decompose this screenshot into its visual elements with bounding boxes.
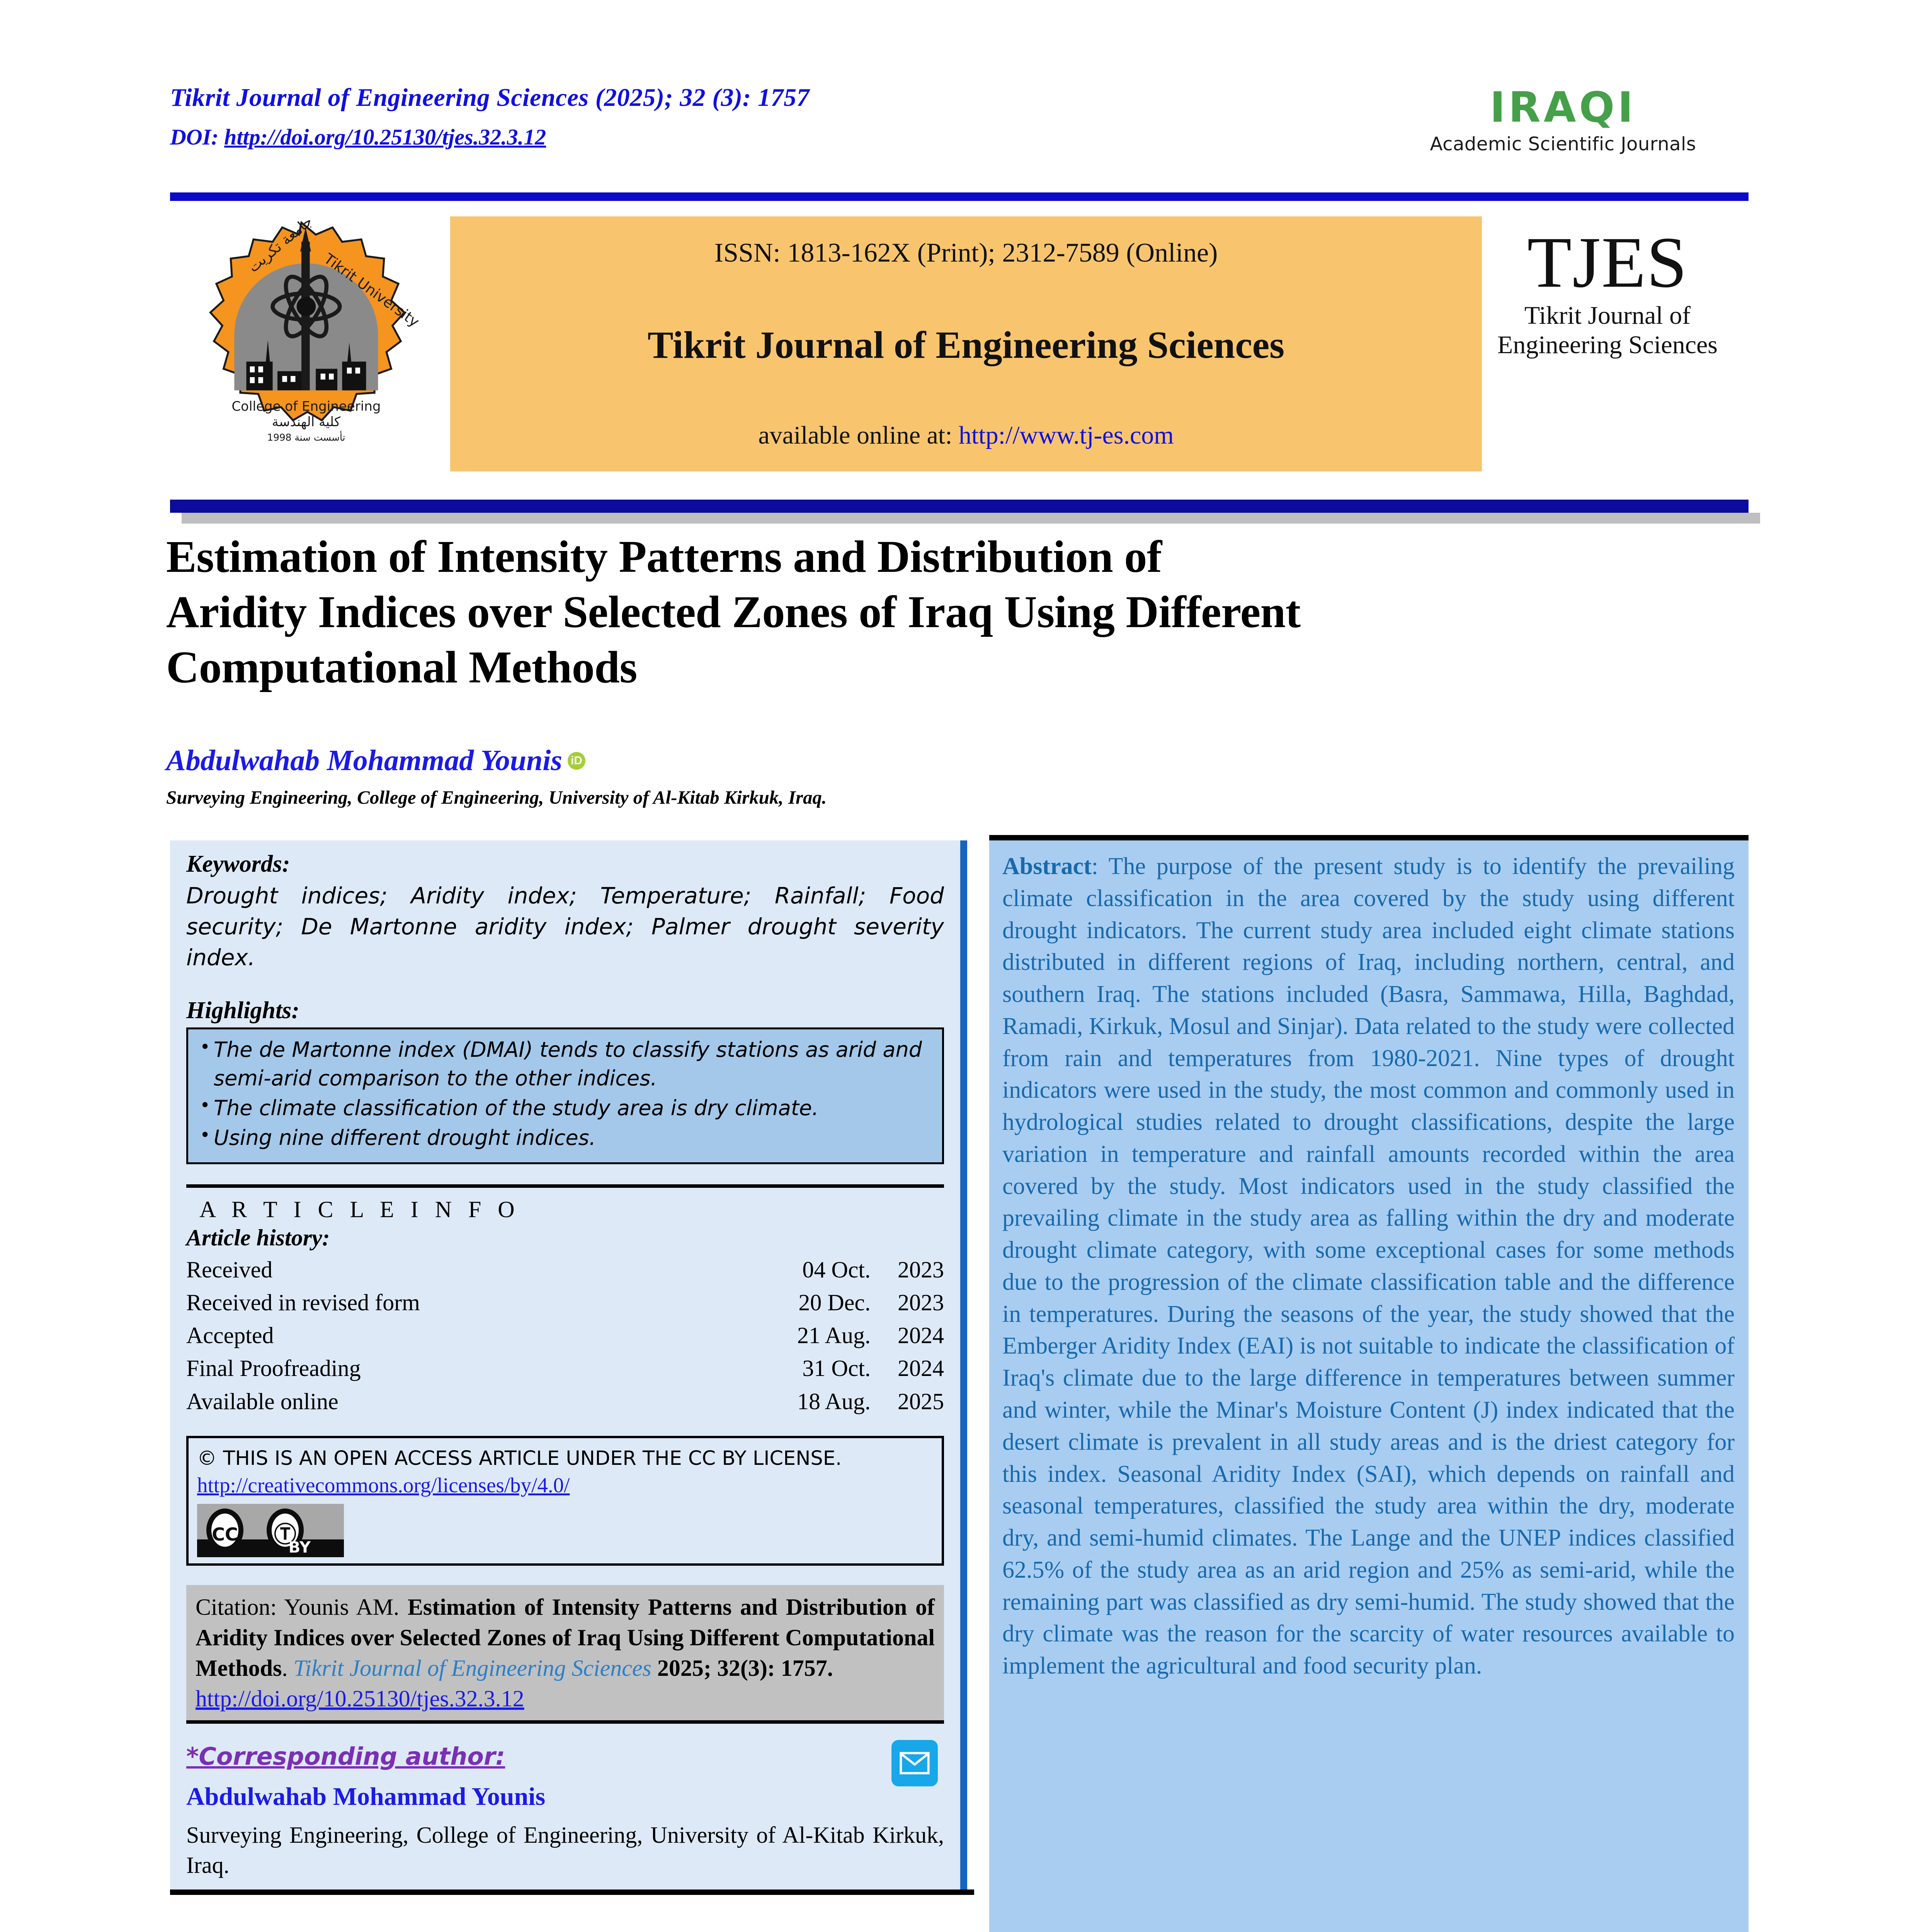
journal-title-banner: ISSN: 1813-162X (Print); 2312-7589 (Onli… (450, 216, 1482, 471)
keywords-text: Drought indices; Aridity index; Temperat… (186, 883, 944, 971)
journal-reference: Tikrit Journal of Engineering Sciences (… (170, 83, 810, 112)
highlights-heading: Highlights: (186, 997, 299, 1024)
citation-authors: Younis AM. (277, 1594, 408, 1620)
abstract-label: Abstract (1002, 853, 1092, 879)
history-year: 2024 (898, 1355, 944, 1381)
header-divider-rule (170, 192, 1749, 201)
tjes-logo: TJES Tikrit Journal of Engineering Scien… (1474, 222, 1741, 360)
citation-label: Citation: (196, 1594, 277, 1620)
tikrit-university-seal-icon: College of Engineering كلية الهندسة تأسس… (209, 220, 421, 443)
cc-circle-label: CC (206, 1508, 243, 1552)
history-label: Received (186, 1257, 273, 1282)
envelope-icon[interactable] (891, 1740, 938, 1787)
by-label: BY (288, 1538, 311, 1556)
history-year: 2024 (898, 1323, 944, 1349)
abstract-top-rule (989, 835, 1749, 840)
title-line-3: Computational Methods (166, 641, 637, 692)
history-label: Received in revised form (186, 1290, 420, 1316)
corresponding-author-heading: *Corresponding author: (186, 1742, 505, 1771)
journal-banner-area: College of Engineering كلية الهندسة تأسس… (170, 216, 1749, 479)
history-date: 31 Oct. (802, 1355, 871, 1381)
banner-divider-shadow (182, 513, 1760, 524)
table-row: Final Proofreading 31 Oct. 2024 (186, 1352, 944, 1385)
history-year: 2025 (898, 1388, 944, 1414)
article-history-label: Article history: (186, 1225, 330, 1250)
license-text: © THIS IS AN OPEN ACCESS ARTICLE UNDER T… (197, 1447, 842, 1470)
available-prefix: available online at: (758, 421, 959, 449)
abstract-body: : The purpose of the present study is to… (1002, 853, 1735, 1679)
abstract-panel: Abstract: The purpose of the present stu… (989, 840, 1749, 1932)
history-date: 18 Aug. (797, 1388, 871, 1414)
cc-by-badge-icon: CC Ⓣ BY (197, 1503, 344, 1557)
journal-title: Tikrit Journal of Engineering Sciences (647, 323, 1285, 366)
tjes-acronym: TJES (1527, 222, 1688, 303)
history-date: 20 Dec. (798, 1290, 871, 1316)
table-row: Available online 18 Aug. 2025 (186, 1385, 944, 1418)
history-date: 21 Aug. (797, 1323, 871, 1349)
citation-journal: Tikrit Journal of Engineering Sciences (293, 1655, 651, 1681)
author-affiliation: Surveying Engineering, College of Engine… (166, 787, 827, 808)
history-label: Available online (186, 1388, 338, 1414)
title-line-1: Estimation of Intensity Patterns and Dis… (166, 531, 1162, 582)
citation-box: Citation: Younis AM. Estimation of Inten… (186, 1585, 944, 1724)
highlights-box: The de Martonne index (DMAI) tends to cl… (186, 1027, 944, 1164)
history-year: 2023 (898, 1290, 944, 1316)
history-label: Accepted (186, 1323, 274, 1349)
title-line-2: Aridity Indices over Selected Zones of I… (166, 586, 1301, 637)
article-info-divider (186, 1184, 944, 1188)
abstract-text: Abstract: The purpose of the present stu… (1002, 850, 1735, 1682)
citation-volume: 2025; 32(3): 1757. (651, 1655, 833, 1681)
history-label: Final Proofreading (186, 1355, 361, 1381)
svg-text:تأسست سنة 1998: تأسست سنة 1998 (267, 431, 345, 443)
left-info-panel: Keywords: Drought indices; Aridity index… (170, 840, 967, 1890)
banner-divider-rule (170, 500, 1749, 513)
table-row: Received in revised form 20 Dec. 2023 (186, 1286, 944, 1319)
license-link[interactable]: http://creativecommons.org/licenses/by/4… (197, 1473, 570, 1497)
svg-text:كلية الهندسة: كلية الهندسة (272, 414, 341, 430)
list-item: Using nine different drought indices. (198, 1123, 932, 1152)
license-box: © THIS IS AN OPEN ACCESS ARTICLE UNDER T… (186, 1435, 944, 1566)
table-row: Accepted 21 Aug. 2024 (186, 1319, 944, 1352)
left-panel-bottom-rule (170, 1889, 974, 1895)
tjes-subtitle-line1: Tikrit Journal of (1524, 301, 1691, 330)
iraqi-logo-subtitle: Academic Scientific Journals (1430, 133, 1696, 155)
list-item: The de Martonne index (DMAI) tends to cl… (198, 1035, 932, 1092)
article-info-heading: A R T I C L E I N F O (199, 1196, 520, 1222)
keywords-heading: Keywords: (186, 851, 290, 877)
citation-doi-link[interactable]: http://doi.org/10.25130/tjes.32.3.12 (196, 1686, 524, 1712)
orcid-icon[interactable]: iD (567, 752, 585, 770)
list-item: The climate classification of the study … (198, 1093, 932, 1122)
corresponding-author-affiliation: Surveying Engineering, College of Engine… (186, 1822, 944, 1878)
doi-label: DOI: (170, 124, 219, 150)
author-byline: Abdulwahab Mohammad Younis iD (166, 744, 1325, 777)
tjes-subtitle-line2: Engineering Sciences (1497, 331, 1718, 359)
citation-title: Estimation of Intensity Patterns and Dis… (196, 1594, 935, 1681)
doi-line: DOI: http://doi.org/10.25130/tjes.32.3.1… (170, 124, 1175, 150)
corresponding-author-block: *Corresponding author: Abdulwahab Mohamm… (186, 1740, 944, 1889)
journal-website-link[interactable]: http://www.tj-es.com (958, 421, 1174, 449)
history-date: 04 Oct. (802, 1257, 871, 1282)
page-title: Estimation of Intensity Patterns and Dis… (166, 529, 1752, 695)
corresponding-author-name[interactable]: Abdulwahab Mohammad Younis (186, 1782, 546, 1811)
doi-link[interactable]: http://doi.org/10.25130/tjes.32.3.12 (224, 124, 546, 150)
svg-text:College of Engineering: College of Engineering (231, 399, 381, 414)
license-text-block: © THIS IS AN OPEN ACCESS ARTICLE UNDER T… (197, 1446, 933, 1499)
table-row: Received 04 Oct. 2023 (186, 1253, 944, 1286)
citation-text: Citation: Younis AM. Estimation of Inten… (196, 1592, 935, 1714)
citation-period: . (282, 1655, 294, 1681)
history-year: 2023 (898, 1257, 944, 1282)
iraqi-logo-word: IRAQI (1490, 83, 1636, 132)
available-online-line: available online at: http://www.tj-es.co… (758, 421, 1174, 450)
header-left: Tikrit Journal of Engineering Sciences (… (170, 83, 1175, 150)
iraqi-journals-logo: IRAQI Academic Scientific Journals (1378, 83, 1749, 155)
issn-line: ISSN: 1813-162X (Print); 2312-7589 (Onli… (714, 238, 1218, 268)
author-name[interactable]: Abdulwahab Mohammad Younis (166, 744, 562, 777)
